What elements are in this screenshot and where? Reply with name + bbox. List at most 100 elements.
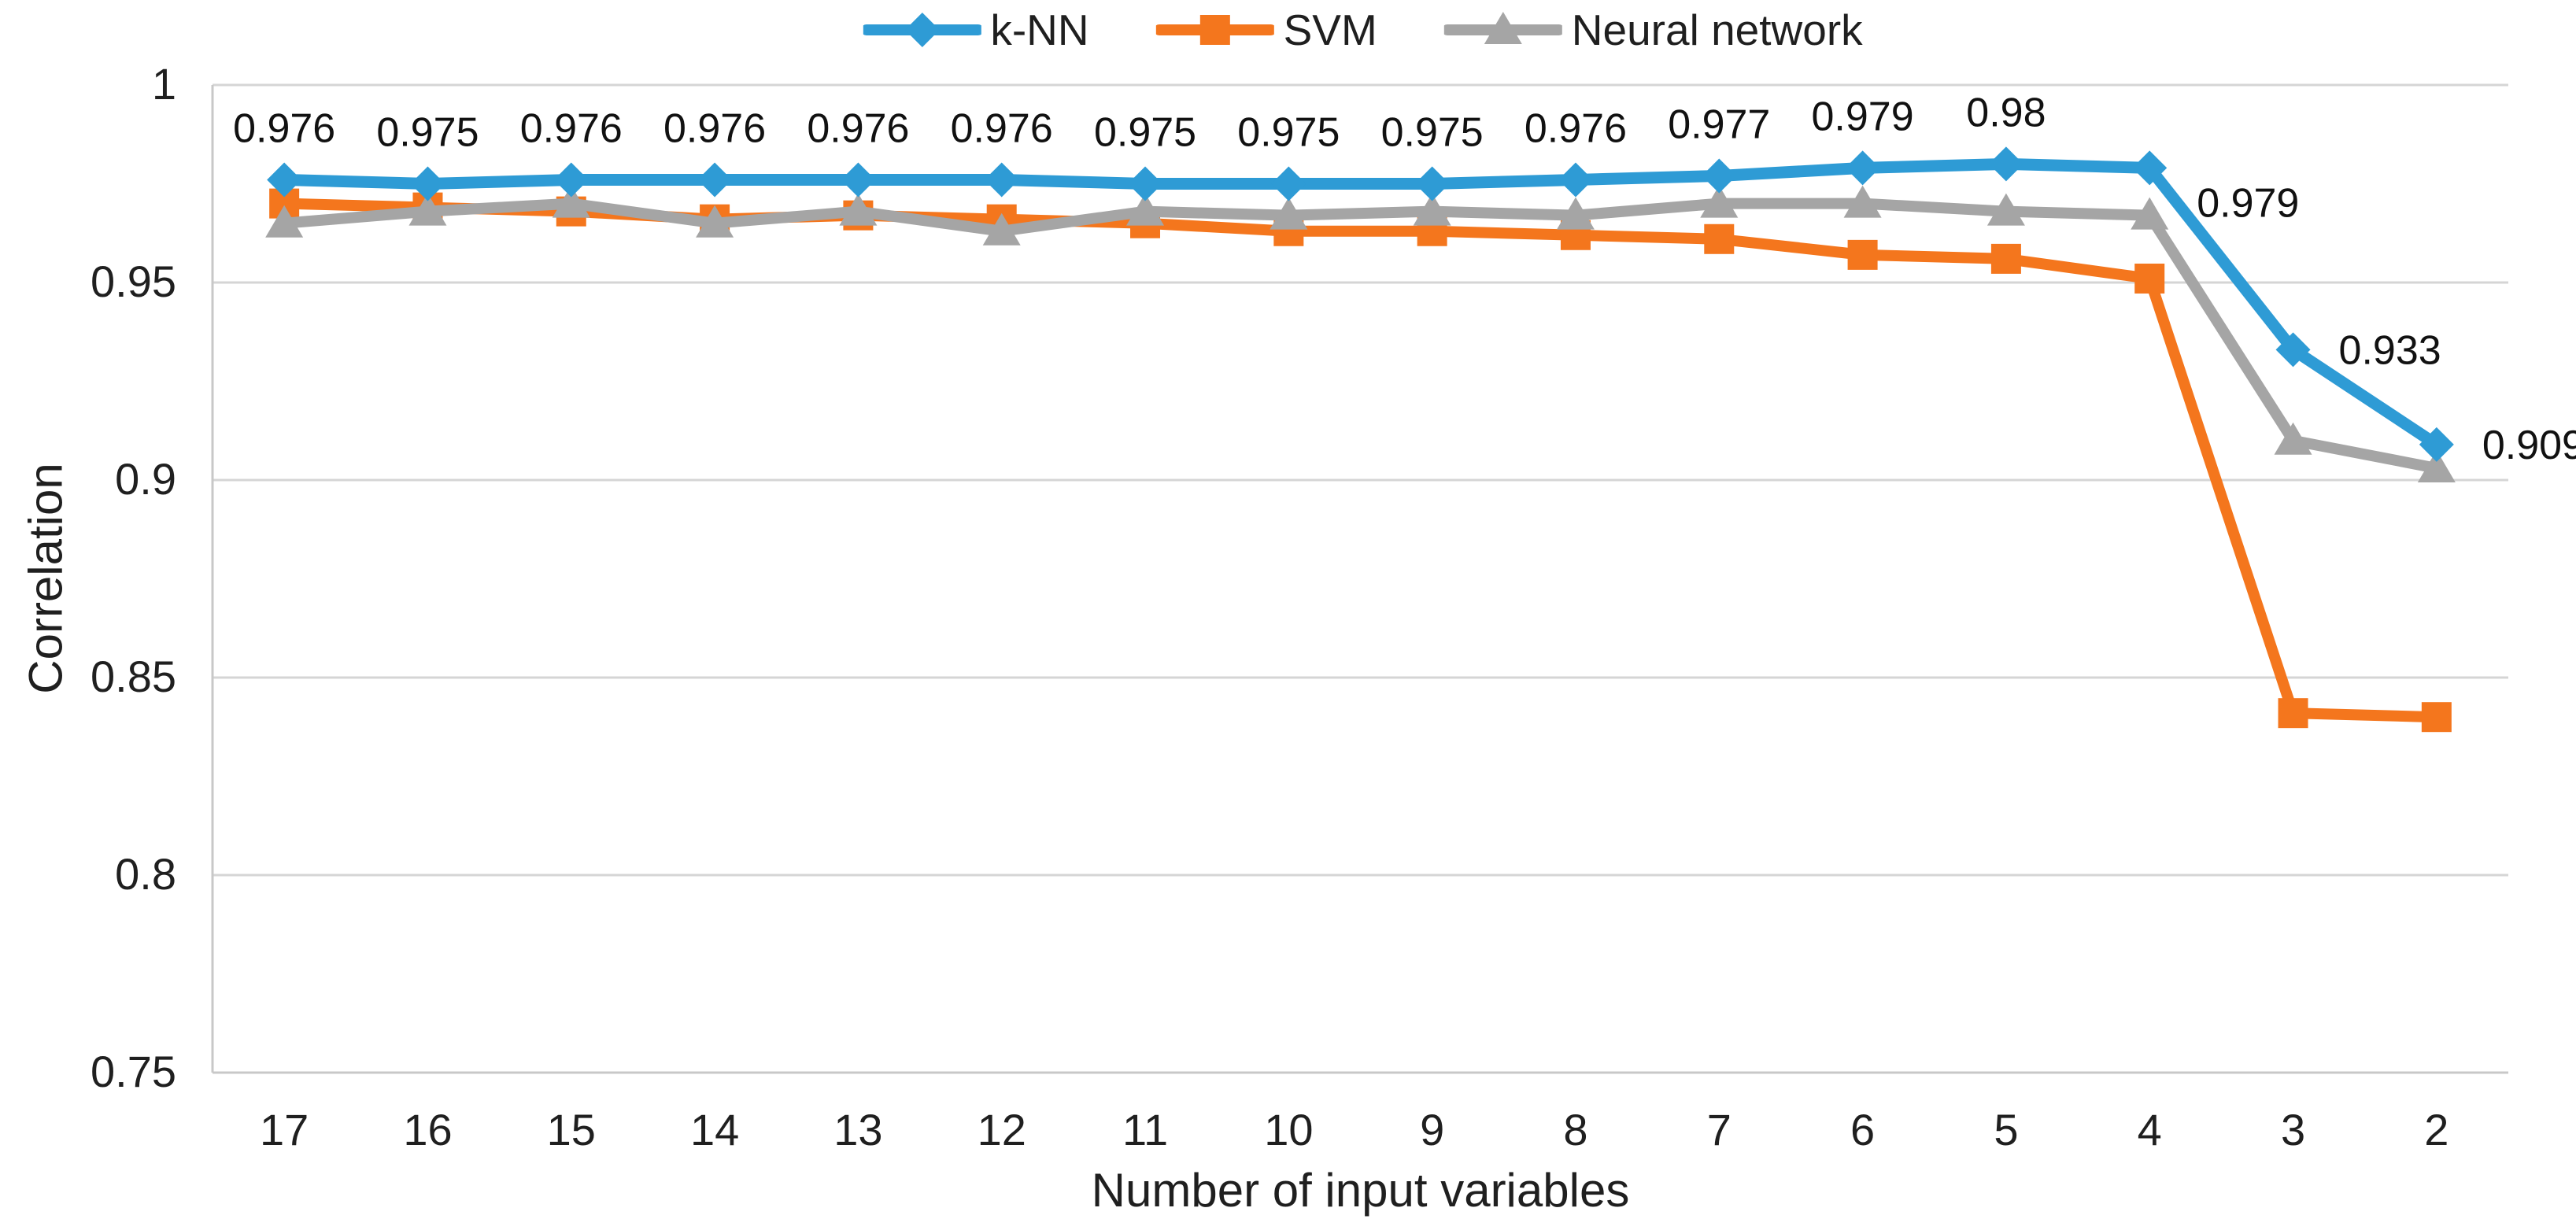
x-tick-label-8: 8 [1563, 1105, 1587, 1154]
x-tick-label-3: 3 [2281, 1105, 2305, 1154]
legend-triangle-icon [1443, 12, 1562, 44]
x-tick-label-15: 15 [547, 1105, 596, 1154]
series-line-k-nn [278, 157, 2443, 451]
data-labels-k-nn: 0.976 0.975 0.976 0.976 0.976 0.976 0.975 0.975… [233, 90, 2576, 467]
x-tick-label-6: 6 [1850, 1105, 1875, 1154]
series-line-svm [279, 198, 2442, 723]
x-tick-label-9: 9 [1420, 1105, 1444, 1154]
data-label-k-nn-7: 0.977 [1668, 102, 1770, 147]
legend-label-k-nn: k-NN [990, 6, 1089, 54]
marker-k-nn-14 [697, 162, 733, 198]
y-tick-label-0.9: 0.9 [115, 454, 176, 504]
data-label-k-nn-4: 0.979 [2197, 180, 2299, 226]
legend-marker-k-nn [904, 13, 940, 47]
series-svm [269, 188, 2452, 733]
x-tick-label-13: 13 [833, 1105, 882, 1154]
marker-neural-network-4 [2131, 197, 2169, 230]
legend-item-k-nn: k-NN [863, 5, 1089, 55]
data-label-k-nn-3: 0.933 [2339, 327, 2441, 373]
legend-square-icon [1155, 15, 1274, 45]
data-label-k-nn-2: 0.909 [2482, 423, 2576, 468]
data-label-k-nn-16: 0.975 [376, 110, 479, 156]
x-axis-title: Number of input variables [1091, 1164, 1630, 1217]
data-label-k-nn-5: 0.98 [1966, 90, 2046, 135]
marker-neural-network-17 [265, 205, 304, 238]
data-label-k-nn-10: 0.975 [1237, 110, 1340, 156]
marker-neural-network-14 [696, 205, 734, 238]
marker-k-nn-16 [410, 166, 445, 201]
legend-item-svm: SVM [1155, 5, 1377, 55]
y-tick-label-0.8: 0.8 [115, 849, 176, 899]
data-label-k-nn-17: 0.976 [233, 105, 335, 151]
marker-k-nn-10 [1271, 166, 1306, 201]
legend-label-neural-network: Neural network [1571, 6, 1863, 54]
x-tick-label-2: 2 [2424, 1105, 2448, 1154]
legend-marker-neural-network [1484, 12, 1522, 44]
x-tick-label-10: 10 [1264, 1105, 1313, 1154]
marker-k-nn-3 [2275, 332, 2311, 368]
marker-svm-4 [2134, 263, 2165, 294]
marker-neural-network-16 [408, 193, 447, 226]
y-axis-title: Correlation [19, 463, 72, 694]
marker-k-nn-5 [1988, 146, 2023, 182]
legend: k-NN SVM Neural network [863, 5, 1863, 55]
marker-neural-network-10 [1270, 197, 1308, 230]
y-tick-label-0.75: 0.75 [91, 1047, 176, 1096]
marker-neural-network-2 [2417, 449, 2456, 482]
marker-k-nn-2 [2419, 427, 2454, 462]
x-tick-label-11: 11 [1122, 1105, 1168, 1154]
marker-neural-network-11 [1126, 193, 1165, 226]
data-label-k-nn-9: 0.975 [1381, 110, 1484, 156]
marker-neural-network-7 [1700, 185, 1739, 218]
legend-marker-svm [1199, 15, 1230, 45]
data-label-k-nn-12: 0.976 [951, 105, 1053, 151]
marker-svm-6 [1847, 239, 1878, 270]
marker-neural-network-15 [552, 185, 590, 218]
marker-svm-2 [2421, 702, 2452, 733]
marker-k-nn-7 [1702, 158, 1737, 194]
marker-neural-network-13 [839, 193, 878, 226]
x-tick-label-17: 17 [260, 1105, 309, 1154]
x-tick-label-4: 4 [2138, 1105, 2162, 1154]
y-tick-label-0.95: 0.95 [91, 257, 176, 306]
marker-svm-7 [1704, 223, 1735, 254]
x-tick-label-5: 5 [1994, 1105, 2018, 1154]
marker-k-nn-8 [1558, 162, 1593, 198]
data-label-k-nn-15: 0.976 [520, 105, 623, 151]
marker-neural-network-8 [1556, 197, 1595, 230]
marker-neural-network-5 [1987, 193, 2025, 226]
legend-item-neural-network: Neural network [1443, 5, 1863, 55]
data-label-k-nn-14: 0.976 [663, 105, 766, 151]
marker-neural-network-9 [1413, 193, 1451, 226]
x-tick-label-16: 16 [403, 1105, 452, 1154]
marker-neural-network-12 [982, 212, 1021, 246]
y-tick-label-1: 1 [152, 59, 176, 109]
marker-k-nn-4 [2132, 150, 2168, 186]
x-tick-label-7: 7 [1707, 1105, 1732, 1154]
data-label-k-nn-11: 0.975 [1094, 110, 1196, 156]
data-label-k-nn-8: 0.976 [1525, 105, 1627, 151]
marker-k-nn-15 [553, 162, 589, 198]
series-line-neural-network [279, 198, 2442, 474]
x-tick-label-14: 14 [690, 1105, 739, 1154]
data-label-k-nn-13: 0.976 [807, 105, 909, 151]
marker-k-nn-13 [841, 162, 876, 198]
marker-k-nn-9 [1414, 166, 1450, 201]
series-k-nn [267, 146, 2454, 462]
legend-diamond-icon [863, 13, 981, 47]
marker-k-nn-12 [984, 162, 1019, 198]
marker-k-nn-17 [267, 162, 302, 198]
series-neural-network [265, 185, 2456, 482]
marker-k-nn-6 [1845, 150, 1880, 186]
x-tick-label-12: 12 [978, 1105, 1026, 1154]
marker-neural-network-3 [2274, 422, 2312, 455]
marker-neural-network-6 [1843, 185, 1882, 218]
marker-svm-5 [1990, 243, 2021, 274]
marker-svm-3 [2278, 698, 2308, 729]
y-tick-label-0.85: 0.85 [91, 652, 176, 701]
data-label-k-nn-6: 0.979 [1812, 94, 1914, 139]
legend-label-svm: SVM [1283, 6, 1377, 54]
marker-k-nn-11 [1128, 166, 1163, 201]
